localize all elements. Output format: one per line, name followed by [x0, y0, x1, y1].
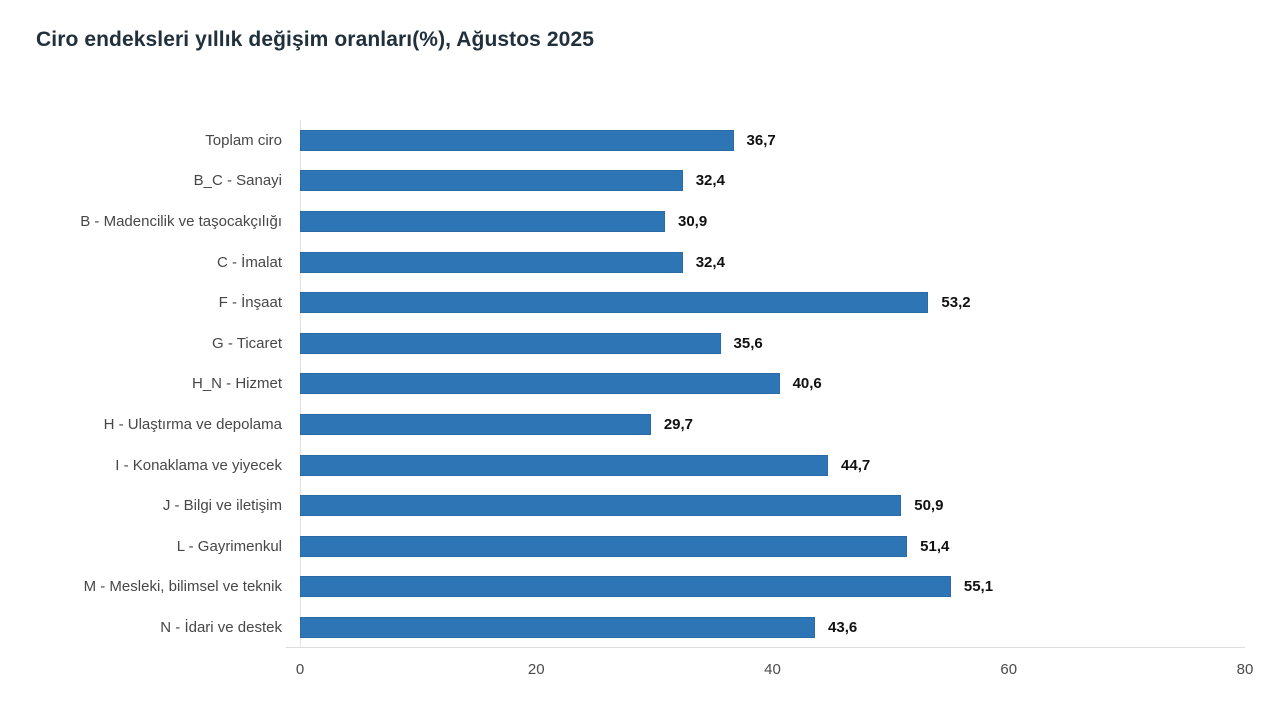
bar-track: 44,7 — [300, 445, 1245, 486]
bar-track: 32,4 — [300, 161, 1245, 202]
bar-track: 30,9 — [300, 201, 1245, 242]
chart-row: H - Ulaştırma ve depolama 29,7 — [0, 404, 1245, 445]
bar — [300, 210, 665, 232]
chart-row: H_N - Hizmet 40,6 — [0, 364, 1245, 405]
value-label: 36,7 — [746, 131, 776, 149]
value-label: 30,9 — [678, 212, 708, 230]
category-label: H - Ulaştırma ve depolama — [103, 415, 282, 433]
chart-row: I - Konaklama ve yiyecek 44,7 — [0, 445, 1245, 486]
x-tick-label: 0 — [295, 660, 305, 678]
bar — [300, 170, 683, 192]
chart-row: B - Madencilik ve taşocakçılığı 30,9 — [0, 201, 1245, 242]
x-tick-label: 80 — [1236, 660, 1254, 678]
chart-row: F - İnşaat 53,2 — [0, 282, 1245, 323]
x-tick-label: 60 — [1000, 660, 1018, 678]
chart-row: G - Ticaret 35,6 — [0, 323, 1245, 364]
value-label: 35,6 — [733, 334, 763, 352]
x-tick-label: 40 — [764, 660, 781, 678]
bar-track: 40,6 — [300, 364, 1245, 405]
bar — [300, 373, 780, 395]
value-label: 51,4 — [920, 537, 950, 555]
bar-track: 32,4 — [300, 242, 1245, 283]
value-label: 53,2 — [941, 294, 971, 312]
chart-row: L - Gayrimenkul 51,4 — [0, 526, 1245, 567]
bar-track: 36,7 — [300, 120, 1245, 161]
bar-track: 53,2 — [300, 282, 1245, 323]
x-tick-label: 20 — [527, 660, 545, 678]
value-label: 29,7 — [663, 415, 694, 433]
category-label: F - İnşaat — [218, 294, 282, 312]
category-label: M - Mesleki, bilimsel ve teknik — [83, 578, 282, 596]
bar — [300, 292, 929, 314]
value-label: 40,6 — [792, 375, 822, 393]
value-label: 32,4 — [695, 172, 725, 190]
category-label: C - İmalat — [216, 253, 282, 271]
category-label: J - Bilgi ve iletişim — [162, 497, 282, 515]
bar — [300, 454, 829, 476]
bar-track: 29,7 — [300, 404, 1245, 445]
bar — [300, 535, 908, 557]
x-axis: 0 20 40 60 80 — [296, 648, 1254, 684]
value-label: 50,9 — [914, 497, 944, 515]
bar — [300, 616, 816, 638]
bar-track: 35,6 — [300, 323, 1245, 364]
chart-row: N - İdari ve destek 43,6 — [0, 607, 1245, 648]
chart-row: M - Mesleki, bilimsel ve teknik 55,1 — [0, 567, 1245, 608]
value-label: 55,1 — [963, 578, 994, 596]
bar — [300, 251, 683, 273]
bar-track: 43,6 — [300, 607, 1245, 648]
value-label: 32,4 — [695, 253, 725, 271]
category-label: L - Gayrimenkul — [176, 537, 282, 555]
value-label: 43,6 — [828, 618, 858, 636]
bar — [300, 576, 951, 598]
bar — [300, 129, 734, 151]
chart-row: B_C - Sanayi 32,4 — [0, 161, 1245, 202]
bar-track: 55,1 — [300, 567, 1245, 608]
bar-chart: Toplam ciro 36,7 B_C - Sanayi 32,4 B - Maden… — [0, 120, 1254, 684]
bar-track: 50,9 — [300, 485, 1245, 526]
bar — [300, 413, 651, 435]
category-label: G - Ticaret — [211, 334, 282, 352]
category-label: H_N - Hizmet — [191, 375, 282, 393]
chart-plot-area: Toplam ciro 36,7 B_C - Sanayi 32,4 B - Maden… — [0, 120, 1245, 648]
chart-title: Ciro endeksleri yıllık değişim oranları(… — [36, 28, 595, 51]
x-axis-line — [286, 646, 1245, 648]
category-label: B_C - Sanayi — [193, 172, 282, 190]
category-label: Toplam ciro — [205, 131, 282, 149]
chart-row: Toplam ciro 36,7 — [0, 120, 1245, 161]
value-label: 44,7 — [841, 456, 871, 474]
chart-row: C - İmalat 32,4 — [0, 242, 1245, 283]
bar — [300, 332, 721, 354]
category-label: N - İdari ve destek — [160, 618, 282, 636]
chart-row: J - Bilgi ve iletişim 50,9 — [0, 485, 1245, 526]
bar — [300, 495, 902, 517]
bar-track: 51,4 — [300, 526, 1245, 567]
category-label: I - Konaklama ve yiyecek — [115, 456, 282, 474]
category-label: B - Madencilik ve taşocakçılığı — [80, 212, 282, 230]
